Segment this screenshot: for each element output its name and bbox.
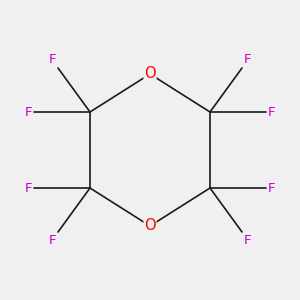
Text: F: F — [244, 53, 251, 66]
Text: F: F — [49, 53, 56, 66]
Text: O: O — [144, 218, 156, 233]
Text: O: O — [144, 67, 156, 82]
Text: F: F — [268, 106, 275, 118]
Text: F: F — [49, 234, 56, 247]
Text: F: F — [268, 182, 275, 194]
Text: F: F — [244, 234, 251, 247]
Text: F: F — [25, 182, 32, 194]
Text: F: F — [25, 106, 32, 118]
